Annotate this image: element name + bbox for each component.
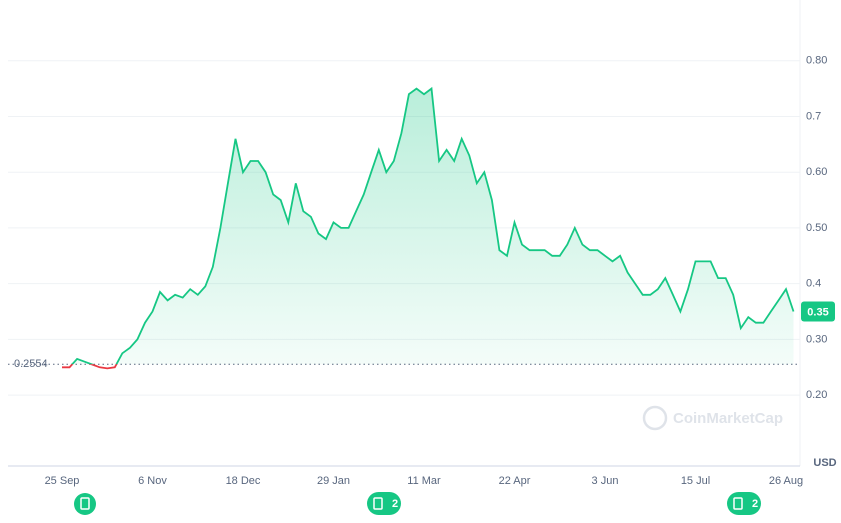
badge-count: 2	[752, 498, 758, 510]
y-tick-label: 0.80	[806, 55, 827, 67]
current-price-label: 0.35	[807, 306, 828, 318]
y-tick-label: 0.4	[806, 278, 821, 290]
plot: 0.20 0.30 0.4 0.50 0.60 0.7 0.80 25 Sep 6 Nov 18 …	[8, 55, 835, 487]
x-tick-label: 3 Jun	[592, 475, 619, 487]
event-badge[interactable]	[74, 493, 96, 515]
x-tick-label: 26 Aug	[769, 475, 803, 487]
x-tick-label: 6 Nov	[138, 475, 167, 487]
x-tick-label: 22 Apr	[499, 475, 531, 487]
x-tick-label: 15 Jul	[681, 475, 710, 487]
x-tick-label: 11 Mar	[407, 475, 441, 487]
y-tick-label: 0.60	[806, 166, 827, 178]
x-tick-label: 25 Sep	[45, 475, 80, 487]
event-badge[interactable]: 2	[727, 492, 761, 515]
x-tick-label: 18 Dec	[226, 475, 261, 487]
watermark: CoinMarketCap	[642, 405, 783, 431]
y-tick-label: 0.7	[806, 110, 821, 122]
badge-count: 2	[392, 498, 398, 510]
x-tick-label: 29 Jan	[317, 475, 350, 487]
currency-label: USD	[813, 457, 836, 469]
price-line	[71, 86, 795, 365]
y-tick-label: 0.30	[806, 333, 827, 345]
y-tick-label: 0.20	[806, 389, 827, 401]
area	[72, 88, 794, 365]
current-price-box	[801, 301, 835, 322]
event-badge[interactable]: 2	[367, 492, 401, 515]
baseline-label: 0.2554	[14, 358, 48, 370]
y-tick-label: 0.50	[806, 222, 827, 234]
watermark-text: CoinMarketCap	[673, 410, 783, 427]
